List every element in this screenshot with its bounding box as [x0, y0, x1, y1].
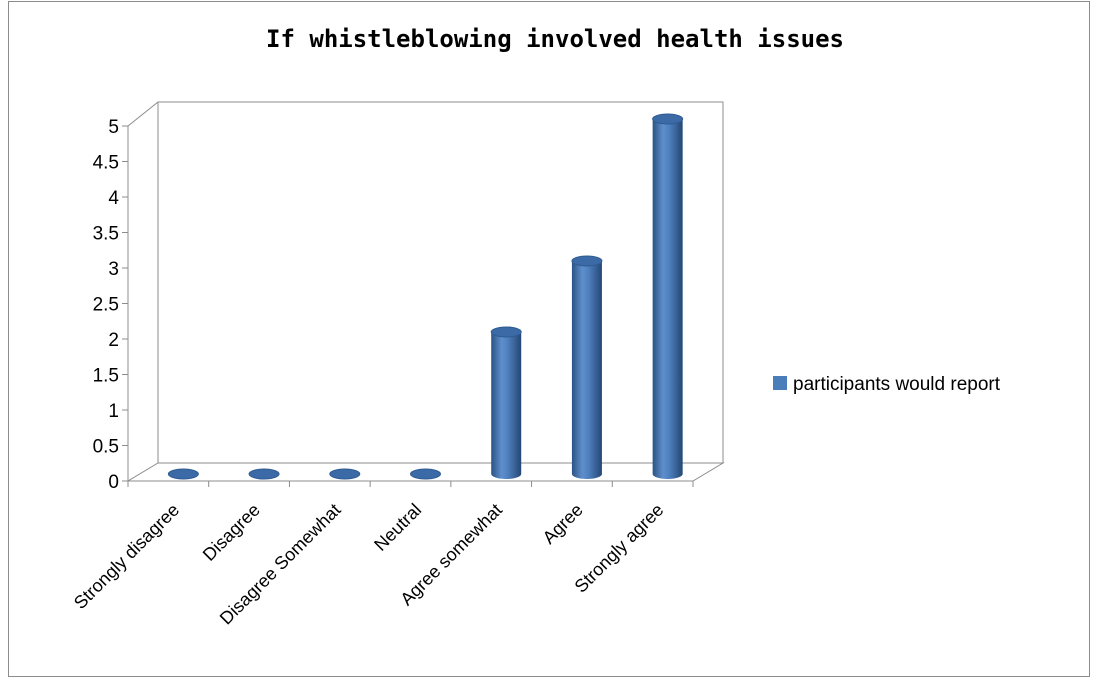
side-wall-edge: [127, 101, 159, 127]
bar-body: [652, 119, 683, 479]
plot-area: 0 0.5 1 1.5 2 2.5 3 3.5 4 4.5 5 Strongly disagree Di…: [70, 101, 725, 628]
y-tick-label: 0.5: [93, 437, 119, 458]
legend-swatch: [773, 376, 787, 390]
legend: participants would report: [773, 374, 1001, 395]
y-tick-label: 3: [108, 259, 119, 280]
legend-label: participants would report: [793, 374, 1001, 395]
back-wall: [157, 101, 724, 464]
bar: [167, 468, 199, 480]
floor: [126, 462, 725, 482]
bar: [652, 113, 684, 125]
chart-frame: [8, 1, 1090, 677]
y-tick-label: 1: [108, 401, 119, 422]
x-category-label: Neutral: [370, 500, 425, 555]
y-tick-label: 0: [108, 472, 119, 493]
y-tick-label: 4.5: [93, 153, 119, 174]
bar-body: [491, 332, 522, 479]
y-tick-label: 4: [108, 188, 119, 209]
y-tick-label: 2: [108, 330, 119, 351]
bar: [571, 255, 603, 267]
y-tick-label: 2.5: [93, 295, 119, 316]
bar: [329, 468, 361, 480]
x-category-label: Agree: [539, 500, 587, 548]
bar-body: [571, 261, 602, 479]
y-tick-label: 1.5: [93, 366, 119, 387]
bar: [490, 326, 522, 338]
bar: [410, 468, 441, 480]
y-tick-label: 3.5: [93, 224, 119, 245]
chart-title: If whistleblowing involved health issues: [266, 25, 844, 53]
bar: [248, 468, 280, 480]
x-category-label: Strongly disagree: [70, 500, 183, 613]
y-tick-label: 5: [108, 117, 119, 138]
x-category-label: Disagree: [199, 500, 264, 565]
